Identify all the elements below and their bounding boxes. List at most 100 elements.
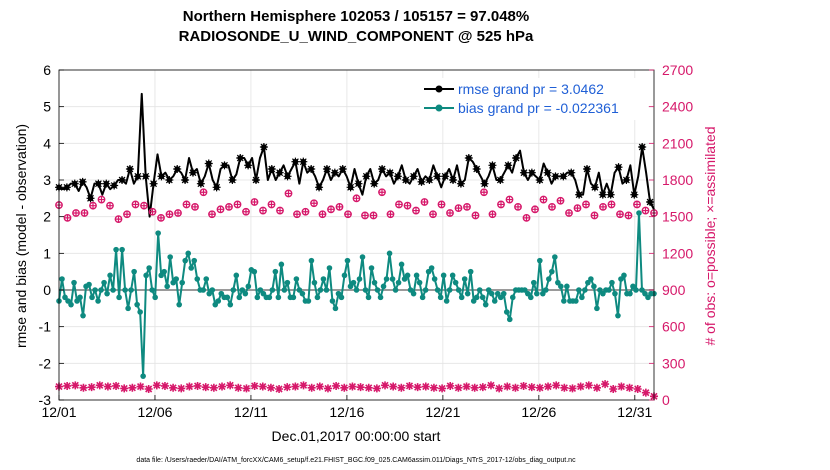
data-point	[134, 301, 140, 308]
data-point-assimilated	[601, 380, 610, 389]
legend-bias-label: bias grand pr = -0.022361	[458, 100, 619, 116]
data-point	[380, 283, 387, 290]
data-point-possible-cross	[549, 203, 555, 210]
data-point-assimilated	[193, 381, 202, 390]
x-tick-label: 12/26	[521, 404, 556, 420]
data-point	[374, 287, 381, 293]
data-point	[320, 276, 327, 282]
data-point-possible-cross	[481, 189, 487, 196]
data-point-possible-cross	[192, 203, 198, 210]
data-point-star	[118, 176, 127, 184]
y-tick-label: 3	[43, 172, 51, 188]
data-point-assimilated	[478, 383, 487, 392]
legend-rmse-marker	[435, 85, 443, 93]
data-point	[413, 272, 420, 279]
data-point-star	[133, 172, 142, 181]
data-point-assimilated	[209, 383, 218, 392]
data-point-star	[441, 172, 450, 181]
data-point-star	[472, 165, 481, 173]
y2-tick-label: 1500	[662, 209, 693, 225]
data-point-possible	[344, 210, 352, 219]
data-point-possible	[522, 213, 531, 222]
data-point-possible	[89, 201, 97, 210]
data-point-possible-cross	[217, 206, 224, 213]
data-point	[537, 257, 543, 264]
data-point-possible	[97, 195, 106, 204]
data-point-possible-cross	[362, 212, 368, 219]
x-axis-ticks: 12/01 12/06 12/11 12/16 12/21 12/26 12/31	[41, 395, 653, 420]
data-point-star	[102, 179, 111, 188]
data-point	[359, 254, 366, 260]
data-point	[167, 254, 173, 260]
data-point-assimilated	[535, 383, 544, 392]
data-point-star	[149, 179, 158, 188]
data-point	[573, 298, 579, 304]
data-point	[386, 250, 393, 257]
data-point	[455, 287, 462, 293]
data-point	[209, 287, 216, 293]
data-point	[269, 287, 276, 293]
data-point-possible-cross	[387, 211, 394, 218]
data-point-possible-cross	[353, 195, 360, 202]
data-point-possible	[429, 210, 437, 219]
data-point-possible	[123, 210, 131, 219]
data-point	[621, 272, 627, 279]
data-point-assimilated	[609, 385, 618, 393]
data-point-possible	[590, 211, 599, 220]
data-point-star	[228, 176, 237, 184]
data-point-possible-cross	[175, 210, 181, 216]
data-point-possible-cross	[73, 210, 79, 216]
data-point-star	[62, 183, 71, 192]
data-point	[588, 276, 594, 282]
data-point-assimilated	[275, 385, 284, 393]
data-point-assimilated	[429, 383, 438, 392]
data-point-star	[157, 172, 166, 181]
data-point-possible-cross	[107, 202, 113, 209]
data-point-possible	[259, 206, 267, 215]
data-point-star	[204, 159, 213, 168]
data-point	[534, 290, 540, 297]
data-point	[627, 290, 633, 297]
data-point-star	[275, 168, 284, 177]
data-point-possible	[114, 215, 123, 224]
data-point-assimilated	[438, 384, 447, 393]
data-point	[594, 305, 600, 312]
data-point-star	[464, 154, 473, 162]
x-axis-label: Dec.01,2017 00:00:00 start	[272, 428, 441, 444]
data-point-star	[362, 172, 371, 181]
data-point	[113, 246, 119, 253]
data-point-possible-cross	[234, 201, 241, 208]
data-point	[200, 287, 207, 293]
data-point-possible	[182, 200, 191, 209]
data-point	[143, 272, 149, 279]
x-tick-label: 12/21	[425, 404, 460, 420]
data-point-star	[409, 172, 418, 181]
data-point-possible-cross	[617, 211, 623, 218]
data-point	[314, 294, 321, 301]
data-point	[609, 279, 615, 286]
data-point-possible	[505, 195, 514, 204]
data-point-assimilated	[446, 381, 455, 390]
x-tick-label: 12/06	[137, 404, 172, 420]
data-point-star	[236, 154, 245, 162]
data-point-assimilated	[462, 382, 471, 391]
data-point-assimilated	[340, 383, 349, 392]
y2-tick-label: 2700	[662, 62, 693, 78]
chart-subtitle: RADIOSONDE_U_WIND_COMPONENT @ 525 hPa	[179, 28, 534, 45]
data-point	[458, 294, 465, 301]
data-point-star	[575, 190, 584, 199]
data-point-assimilated	[405, 381, 414, 390]
y-tick-label: 6	[43, 62, 51, 78]
data-point	[275, 294, 282, 301]
data-point	[491, 298, 498, 304]
data-point	[467, 268, 474, 275]
data-point-assimilated	[486, 381, 495, 390]
data-point	[422, 287, 429, 293]
data-point	[564, 283, 570, 290]
data-point-possible-cross	[183, 201, 190, 208]
data-point-star	[78, 177, 87, 186]
data-point	[344, 257, 351, 264]
data-point	[326, 265, 333, 271]
data-point-assimilated	[568, 384, 577, 393]
data-point-star	[86, 194, 95, 203]
